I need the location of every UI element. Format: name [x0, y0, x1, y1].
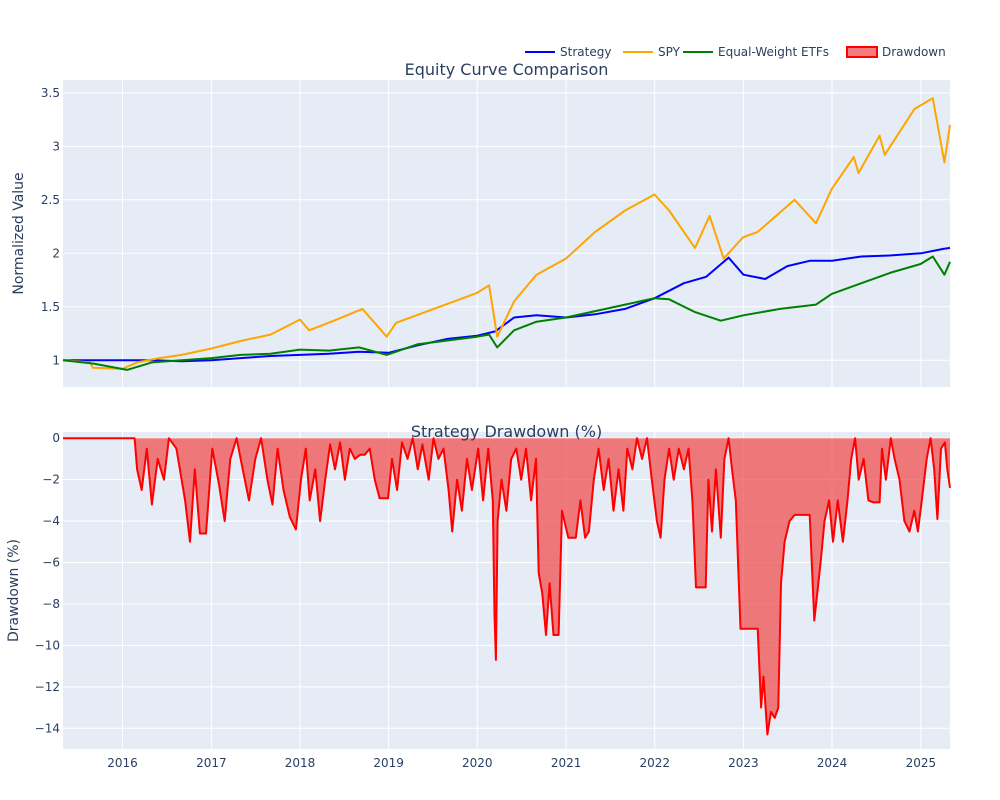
x-tick-label: 2022 — [639, 756, 670, 770]
equity-y-tick-label: 3.5 — [41, 86, 60, 100]
legend-item-equal-weight-etfs[interactable]: Equal-Weight ETFs — [683, 45, 829, 59]
legend-item-spy[interactable]: SPY — [623, 45, 681, 59]
equity-y-ticks: 1 1.5 2 2.5 3 3.5 — [41, 86, 60, 367]
x-tick-label: 2019 — [373, 756, 404, 770]
equity-y-tick-label: 1.5 — [41, 300, 60, 314]
spy-line — [62, 97, 951, 370]
equity-plot-background — [63, 80, 950, 387]
drawdown-y-tick-label: −12 — [35, 680, 60, 694]
equity-chart-title: Equity Curve Comparison — [405, 60, 609, 79]
drawdown-y-tick-label: −2 — [42, 473, 60, 487]
drawdown-y-tick-label: −4 — [42, 514, 60, 528]
drawdown-panel: 0−2−4−6−8−10−12−14 2016 2017 2018 2019 2020 2… — [6, 422, 951, 770]
x-tick-label: 2016 — [107, 756, 138, 770]
equity-y-tick-label: 1 — [52, 353, 60, 367]
drawdown-y-tick-label: −6 — [42, 556, 60, 570]
drawdown-y-tick-label: 0 — [52, 431, 60, 445]
equity-y-axis-title: Normalized Value — [11, 172, 27, 294]
drawdown-y-ticks: 0 −2 −4 −6 −8 −10 −12 −14 — [35, 431, 60, 735]
x-tick-label: 2023 — [728, 756, 759, 770]
legend-label: Equal-Weight ETFs — [718, 45, 829, 59]
x-tick-label: 2020 — [462, 756, 493, 770]
drawdown-line — [63, 437, 951, 736]
legend-label: SPY — [658, 45, 681, 59]
equity-series — [62, 97, 951, 371]
equity-y-tick-label: 3 — [52, 139, 60, 153]
drawdown-y-tick-label: −14 — [35, 721, 60, 735]
drawdown-y-axis-title: Drawdown (%) — [6, 539, 22, 642]
legend-label: Drawdown — [882, 45, 946, 59]
chart-legend[interactable]: Strategy SPY Equal-Weight ETFs Drawdown — [525, 45, 946, 59]
legend-item-drawdown[interactable]: Drawdown — [846, 45, 946, 59]
drawdown-series — [63, 437, 951, 736]
x-tick-label: 2018 — [285, 756, 316, 770]
drawdown-chart-title: Strategy Drawdown (%) — [411, 422, 602, 441]
equity-y-tick-label: 2.5 — [41, 193, 60, 207]
legend-item-strategy[interactable]: Strategy — [525, 45, 611, 59]
x-tick-label: 2017 — [196, 756, 227, 770]
drawdown-x-ticks: 2016 2017 2018 2019 2020 2021 2022 2023 2024 2025 — [107, 756, 936, 770]
x-tick-label: 2025 — [906, 756, 937, 770]
x-tick-label: 2024 — [817, 756, 848, 770]
equal-weight-etfs-line — [62, 255, 951, 371]
equity-curve-panel: 1 1.5 2 2.5 3 3.5 Equity Curve Comparison Nor… — [11, 60, 951, 387]
drawdown-y-tick-label: −10 — [35, 638, 60, 652]
legend-swatch — [846, 46, 878, 58]
equity-y-tick-label: 2 — [52, 246, 60, 260]
drawdown-y-tick-label: −8 — [42, 597, 60, 611]
strategy-line — [63, 246, 951, 363]
legend-label: Strategy — [560, 45, 611, 59]
x-tick-label: 2021 — [551, 756, 582, 770]
